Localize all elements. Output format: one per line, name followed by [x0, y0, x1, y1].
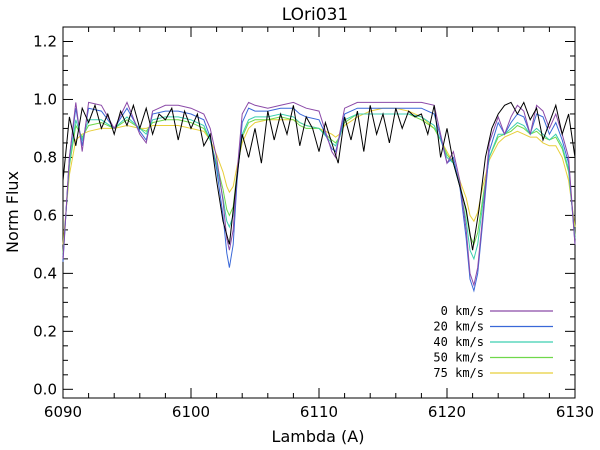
legend-label: 75 km/s [433, 366, 484, 380]
x-tick-label: 6130 [556, 403, 594, 421]
x-tick-label: 6100 [172, 403, 210, 421]
legend-label: 0 km/s [441, 304, 484, 318]
x-tick-label: 6110 [300, 403, 338, 421]
series-line-0-km-s [62, 101, 576, 287]
x-tick-label: 6120 [428, 403, 466, 421]
x-tick-label: 6090 [44, 403, 82, 421]
y-tick-label: 0.8 [33, 148, 57, 166]
y-tick-label: 0.0 [33, 380, 57, 398]
series-lines [62, 101, 576, 293]
y-tick-label: 0.6 [33, 206, 57, 224]
y-tick-label: 1.0 [33, 90, 57, 108]
series-line-75-km-s [62, 107, 576, 245]
legend-label: 50 km/s [433, 351, 484, 365]
series-line-50-km-s [62, 113, 576, 254]
y-tick-label: 1.2 [33, 32, 57, 50]
legend-label: 40 km/s [433, 335, 484, 349]
tick-labels: 6090 6100 6110 6120 6130 0.0 0.2 0.4 0.6 0.8 1.0 1.… [33, 32, 594, 421]
axis-ticks [62, 27, 576, 398]
observed-spectrum-line [62, 101, 576, 251]
legend: 0 km/s 20 km/s40 km/s 50 km/s75 km/s [433, 304, 553, 380]
x-axis-title: Lambda (A) [272, 427, 365, 446]
series-line-40-km-s [62, 113, 576, 261]
y-axis-title: Norm Flux [3, 171, 22, 253]
chart-title: LOri031 [282, 5, 348, 25]
series-line-20-km-s [62, 107, 576, 293]
y-tick-label: 0.2 [33, 322, 57, 340]
y-tick-label: 0.4 [33, 264, 57, 282]
legend-label: 20 km/s [433, 320, 484, 334]
